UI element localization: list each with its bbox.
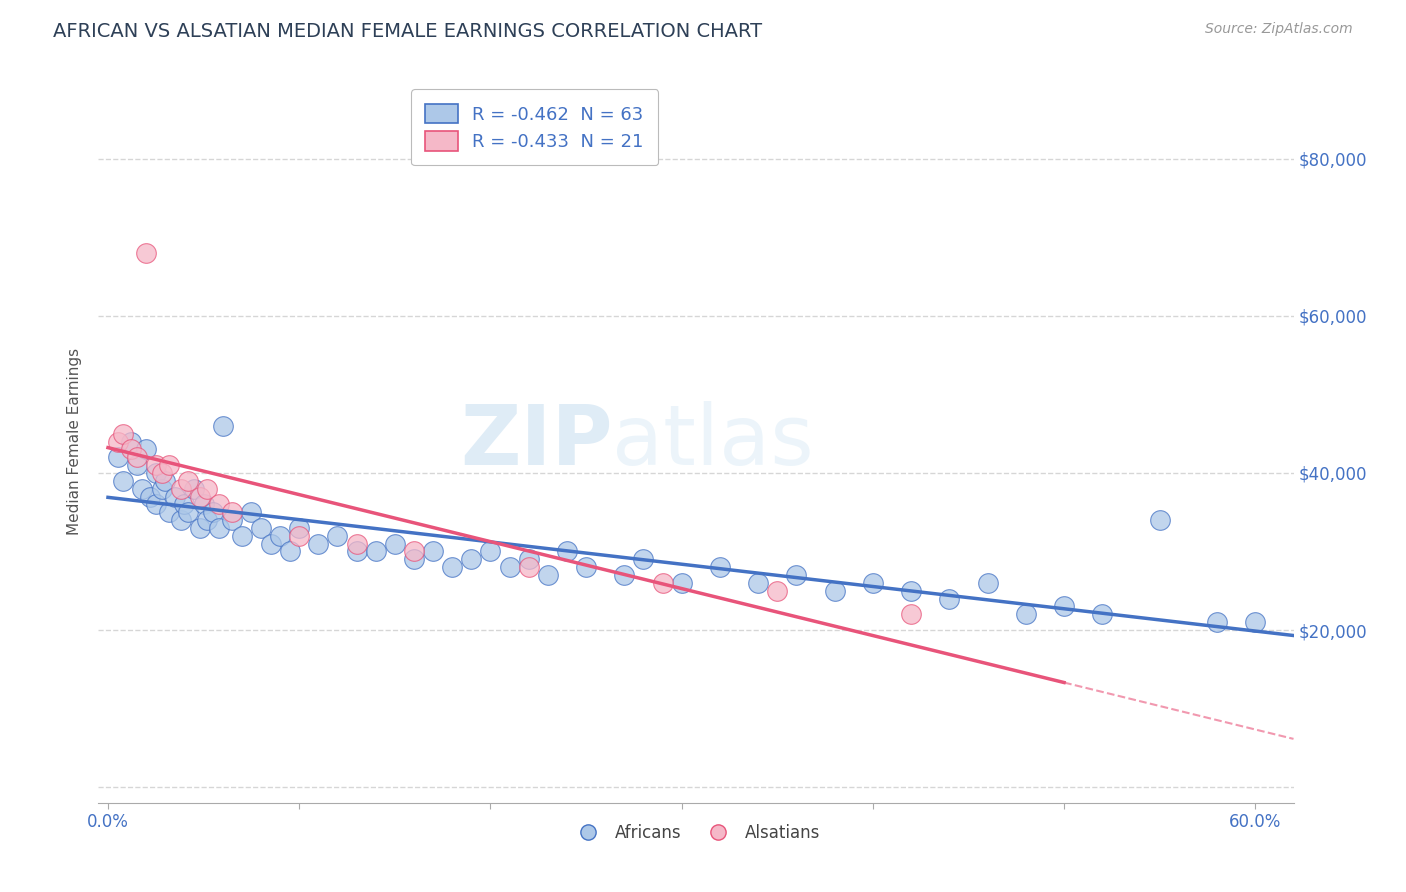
- Point: [1091, 607, 1114, 622]
- Point: [208, 497, 231, 511]
- Point: [278, 544, 301, 558]
- Point: [120, 434, 142, 449]
- Point: [1206, 615, 1229, 630]
- Point: [460, 552, 482, 566]
- Point: [145, 497, 167, 511]
- Point: [231, 529, 253, 543]
- Point: [188, 490, 211, 504]
- Point: [613, 568, 636, 582]
- Point: [221, 513, 243, 527]
- Point: [900, 607, 922, 622]
- Point: [259, 536, 281, 550]
- Point: [145, 458, 167, 472]
- Point: [150, 482, 173, 496]
- Point: [1244, 615, 1267, 630]
- Point: [150, 466, 173, 480]
- Point: [157, 458, 180, 472]
- Point: [177, 474, 200, 488]
- Point: [125, 450, 148, 465]
- Point: [1015, 607, 1038, 622]
- Text: Source: ZipAtlas.com: Source: ZipAtlas.com: [1205, 22, 1353, 37]
- Point: [120, 442, 142, 457]
- Y-axis label: Median Female Earnings: Median Female Earnings: [67, 348, 83, 535]
- Point: [498, 560, 520, 574]
- Point: [169, 482, 191, 496]
- Point: [346, 536, 368, 550]
- Point: [197, 482, 219, 496]
- Point: [441, 560, 464, 574]
- Point: [709, 560, 731, 574]
- Point: [537, 568, 560, 582]
- Point: [125, 458, 148, 472]
- Point: [422, 544, 444, 558]
- Point: [651, 575, 673, 590]
- Point: [307, 536, 329, 550]
- Point: [163, 490, 186, 504]
- Point: [326, 529, 349, 543]
- Point: [208, 521, 231, 535]
- Point: [785, 568, 807, 582]
- Point: [155, 474, 177, 488]
- Point: [1149, 513, 1171, 527]
- Point: [402, 552, 425, 566]
- Point: [976, 575, 998, 590]
- Point: [183, 482, 205, 496]
- Point: [938, 591, 960, 606]
- Point: [900, 583, 922, 598]
- Point: [240, 505, 263, 519]
- Point: [139, 490, 162, 504]
- Point: [269, 529, 291, 543]
- Point: [517, 552, 540, 566]
- Point: [173, 497, 195, 511]
- Point: [107, 450, 129, 465]
- Point: [1053, 599, 1076, 614]
- Point: [145, 466, 167, 480]
- Point: [157, 505, 180, 519]
- Point: [188, 521, 211, 535]
- Text: ZIP: ZIP: [460, 401, 613, 482]
- Point: [202, 505, 225, 519]
- Point: [862, 575, 884, 590]
- Text: atlas: atlas: [613, 401, 814, 482]
- Point: [766, 583, 789, 598]
- Point: [250, 521, 273, 535]
- Point: [555, 544, 578, 558]
- Point: [193, 497, 215, 511]
- Point: [288, 521, 311, 535]
- Point: [131, 482, 153, 496]
- Point: [384, 536, 406, 550]
- Point: [633, 552, 655, 566]
- Point: [211, 418, 233, 433]
- Point: [112, 426, 135, 441]
- Point: [135, 246, 157, 260]
- Point: [197, 513, 219, 527]
- Legend: Africans, Alsatians: Africans, Alsatians: [565, 817, 827, 848]
- Point: [479, 544, 502, 558]
- Point: [107, 434, 129, 449]
- Point: [169, 513, 191, 527]
- Point: [112, 474, 135, 488]
- Point: [671, 575, 693, 590]
- Point: [346, 544, 368, 558]
- Text: AFRICAN VS ALSATIAN MEDIAN FEMALE EARNINGS CORRELATION CHART: AFRICAN VS ALSATIAN MEDIAN FEMALE EARNIN…: [53, 22, 762, 41]
- Point: [517, 560, 540, 574]
- Point: [824, 583, 846, 598]
- Point: [364, 544, 387, 558]
- Point: [747, 575, 769, 590]
- Point: [221, 505, 243, 519]
- Point: [135, 442, 157, 457]
- Point: [177, 505, 200, 519]
- Point: [288, 529, 311, 543]
- Point: [575, 560, 598, 574]
- Point: [402, 544, 425, 558]
